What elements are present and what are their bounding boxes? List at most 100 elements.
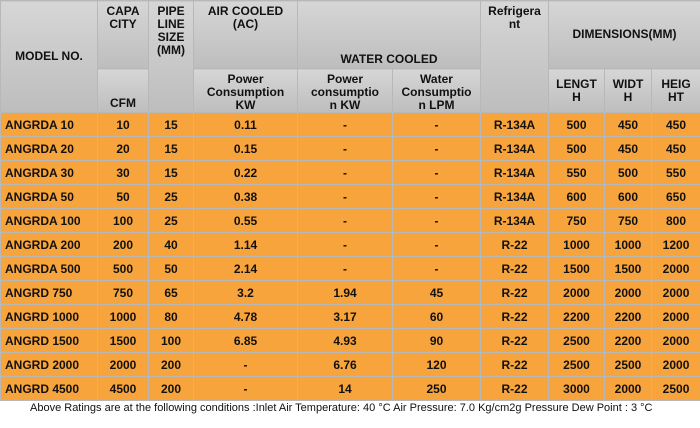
model-cell: ANGRDA 50 <box>0 184 98 209</box>
data-cell: - <box>391 112 482 137</box>
header-cell: Refrigera nt <box>480 0 550 113</box>
model-cell: ANGRDA 10 <box>0 112 98 137</box>
data-cell: R-22 <box>480 280 550 305</box>
header-cell: WIDT H <box>604 68 653 113</box>
data-cell: 20 <box>97 136 149 161</box>
data-cell: 1000 <box>604 232 653 257</box>
table-row: ANGRD 2000 2000 200-6.76 120 R-22 2500 2500 200… <box>0 352 700 377</box>
data-cell: 100 <box>97 208 149 233</box>
data-cell: 500 <box>97 256 149 281</box>
data-cell: 15 <box>148 112 194 137</box>
spec-table: MODEL NO. CAPA CITY PIPE LINE SIZE (MM) … <box>0 0 700 401</box>
table-row: ANGRDA 30 30 15 0.22- - R-134A 550 500 550 <box>0 160 700 185</box>
data-cell: 1.94 <box>297 280 393 305</box>
data-cell: - <box>391 160 482 185</box>
header-cell: CAPA CITY <box>97 0 149 69</box>
data-cell: 2200 <box>604 328 653 353</box>
header-cell: Water Consumptio n LPM <box>391 68 482 113</box>
data-cell: - <box>391 232 482 257</box>
data-cell: 2500 <box>651 376 700 401</box>
data-cell: 0.38 <box>193 184 298 209</box>
data-cell: R-134A <box>480 184 550 209</box>
data-cell: 0.55 <box>193 208 298 233</box>
data-cell: 450 <box>651 112 700 137</box>
data-cell: - <box>297 112 393 137</box>
data-cell: 2.14 <box>193 256 298 281</box>
table-row: ANGRD 750 750 65 3.2 1.94 45 R-22 2000 2000 2000 <box>0 280 700 305</box>
data-cell: 100 <box>148 328 194 353</box>
data-cell: 2500 <box>548 352 606 377</box>
data-cell: 1500 <box>97 328 149 353</box>
data-cell: 1500 <box>604 256 653 281</box>
data-cell: 4.78 <box>193 304 298 329</box>
model-cell: ANGRDA 500 <box>0 256 98 281</box>
model-cell: ANGRD 4500 <box>0 376 98 401</box>
data-cell: - <box>297 232 393 257</box>
model-cell: ANGRDA 200 <box>0 232 98 257</box>
data-cell: 2000 <box>604 376 653 401</box>
data-cell: 45 <box>391 280 482 305</box>
data-cell: 650 <box>651 184 700 209</box>
data-cell: 10 <box>97 112 149 137</box>
data-cell: 250 <box>391 376 482 401</box>
data-cell: 2000 <box>651 352 700 377</box>
data-cell: 25 <box>148 184 194 209</box>
table-row: ANGRDA 200 200 40 1.14- - R-22 1000 1000 1200 <box>0 232 700 257</box>
data-cell: R-22 <box>480 376 550 401</box>
data-cell: 1500 <box>548 256 606 281</box>
data-cell: 15 <box>148 136 194 161</box>
data-cell: R-22 <box>480 256 550 281</box>
data-cell: 550 <box>548 160 606 185</box>
data-cell: 50 <box>97 184 149 209</box>
header-cell: LENGT H <box>548 68 606 113</box>
table-row: ANGRDA 20 20 15 0.15- - R-134A 500 450 450 <box>0 136 700 161</box>
model-cell: ANGRD 1000 <box>0 304 98 329</box>
data-cell: 40 <box>148 232 194 257</box>
model-cell: ANGRD 750 <box>0 280 98 305</box>
data-cell: 80 <box>148 304 194 329</box>
data-cell: 6.76 <box>297 352 393 377</box>
data-cell: 1000 <box>97 304 149 329</box>
data-cell: - <box>391 208 482 233</box>
data-cell: R-22 <box>480 328 550 353</box>
data-cell: 550 <box>651 160 700 185</box>
data-cell: 1200 <box>651 232 700 257</box>
data-cell: - <box>297 256 393 281</box>
data-cell: 50 <box>148 256 194 281</box>
data-cell: 25 <box>148 208 194 233</box>
data-cell: 500 <box>604 160 653 185</box>
data-cell: 2000 <box>651 280 700 305</box>
data-cell: R-134A <box>480 208 550 233</box>
data-cell: 600 <box>548 184 606 209</box>
data-cell: 800 <box>651 208 700 233</box>
data-cell: 450 <box>604 136 653 161</box>
data-cell: - <box>391 184 482 209</box>
model-cell: ANGRD 2000 <box>0 352 98 377</box>
data-cell: 200 <box>148 352 194 377</box>
data-cell: 450 <box>651 136 700 161</box>
data-cell: 30 <box>97 160 149 185</box>
data-cell: 4.93 <box>297 328 393 353</box>
header-cell: PIPE LINE SIZE (MM) <box>148 0 194 113</box>
data-cell: 2200 <box>548 304 606 329</box>
data-cell: 750 <box>604 208 653 233</box>
data-cell: - <box>193 376 298 401</box>
data-cell: 3.17 <box>297 304 393 329</box>
data-cell: 600 <box>604 184 653 209</box>
data-cell: - <box>297 136 393 161</box>
data-cell: 750 <box>97 280 149 305</box>
data-cell: 2500 <box>604 352 653 377</box>
table-row: ANGRDA 50 50 25 0.38- - R-134A 600 600 650 <box>0 184 700 209</box>
header-cell: WATER COOLED <box>296 0 482 69</box>
data-cell: 2000 <box>651 328 700 353</box>
header-cell: DIMENSIONS(MM) <box>548 0 700 69</box>
data-cell: 15 <box>148 160 194 185</box>
data-cell: R-134A <box>480 160 550 185</box>
header-cell: MODEL NO. <box>0 0 98 113</box>
header-cell: CFM <box>97 68 149 113</box>
data-cell: 2000 <box>548 280 606 305</box>
data-cell: 750 <box>548 208 606 233</box>
model-cell: ANGRD 1500 <box>0 328 98 353</box>
header-cell: AIR COOLED (AC) <box>193 0 298 69</box>
